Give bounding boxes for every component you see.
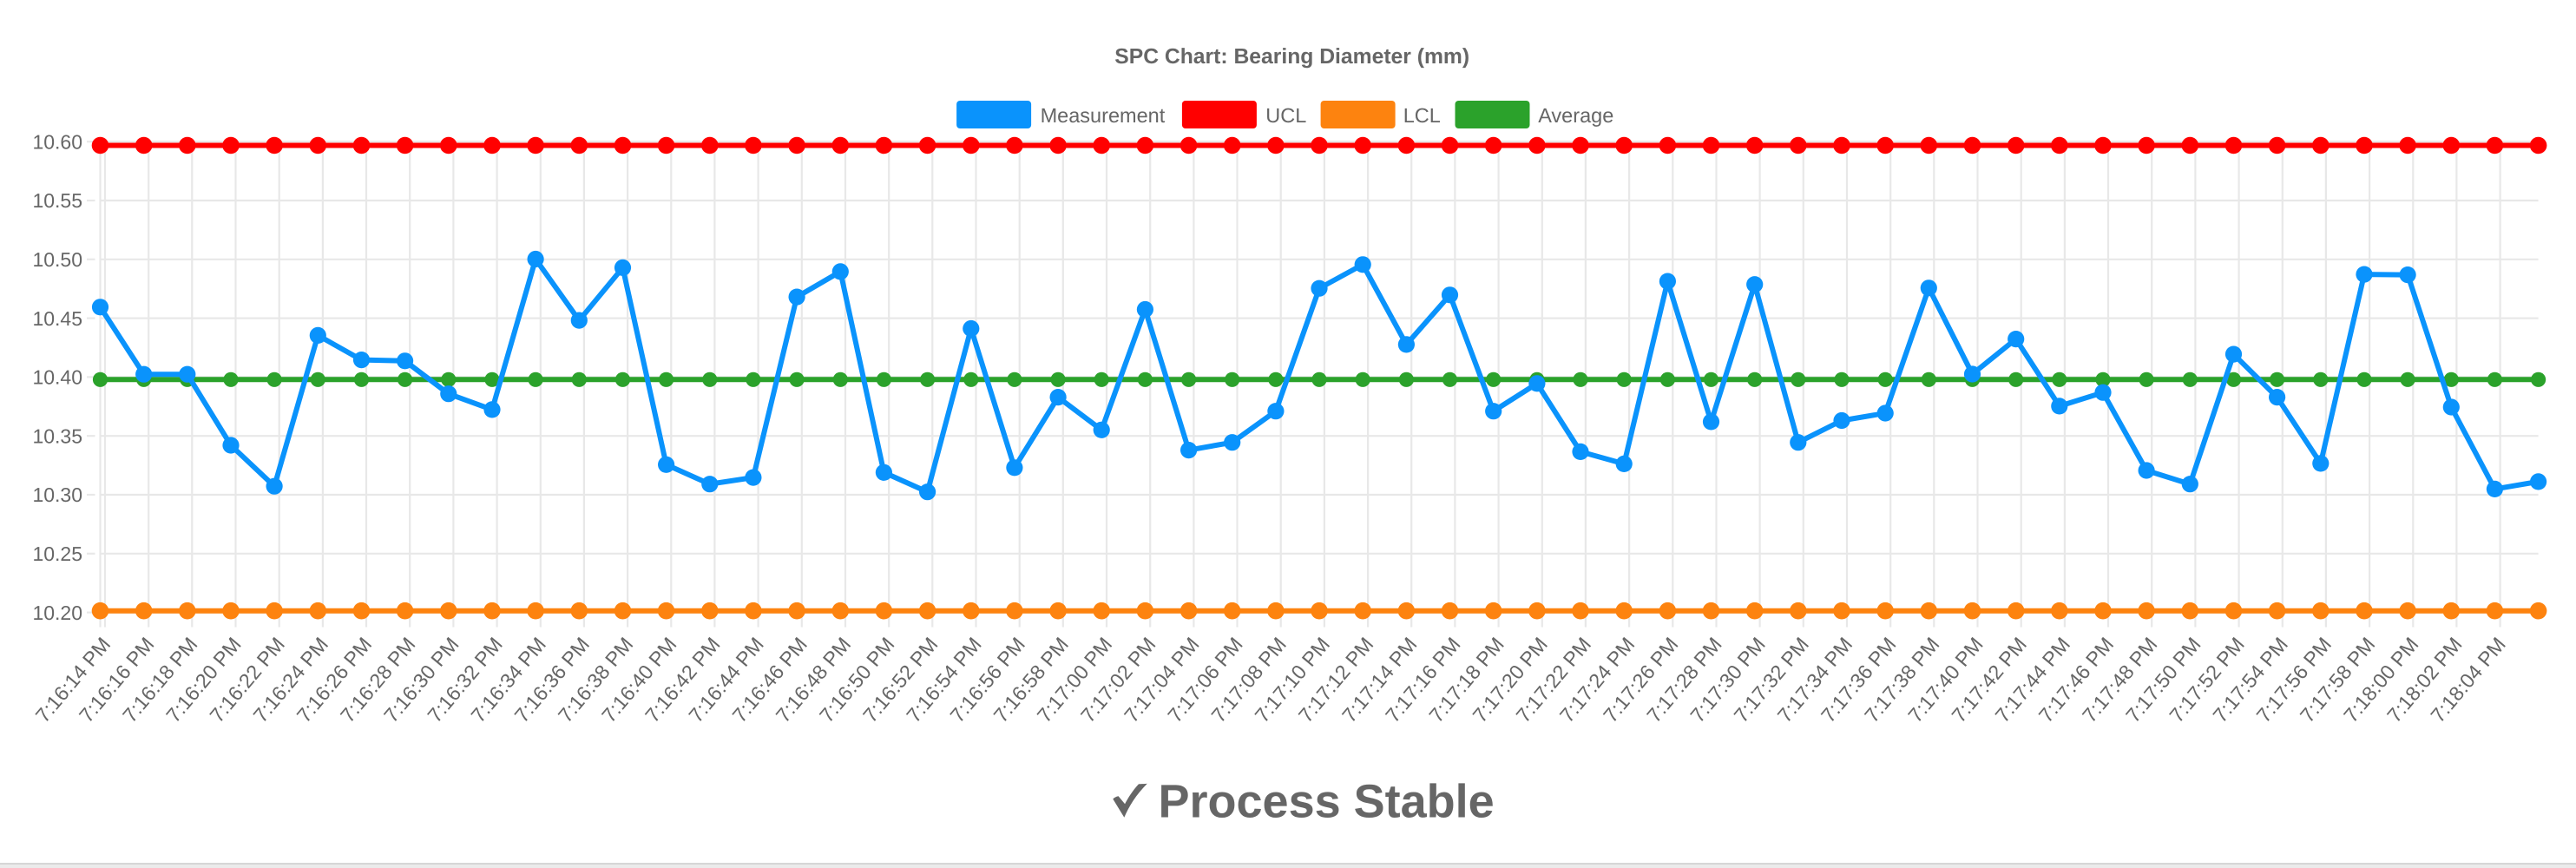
- svg-text:Process Stable: Process Stable: [1159, 776, 1495, 828]
- svg-text:UCL: UCL: [1265, 104, 1306, 127]
- svg-text:10.50: 10.50: [32, 248, 82, 271]
- svg-text:Measurement: Measurement: [1041, 104, 1166, 127]
- svg-text:LCL: LCL: [1403, 104, 1441, 127]
- svg-text:10.30: 10.30: [32, 483, 82, 506]
- svg-text:10.55: 10.55: [32, 189, 82, 212]
- svg-text:10.45: 10.45: [32, 307, 82, 330]
- svg-text:SPC Chart: Bearing Diameter (m: SPC Chart: Bearing Diameter (mm): [1114, 45, 1469, 69]
- svg-text:Average: Average: [1538, 104, 1613, 127]
- svg-text:10.40: 10.40: [32, 366, 82, 389]
- svg-text:10.25: 10.25: [32, 542, 82, 565]
- svg-text:10.35: 10.35: [32, 424, 82, 447]
- svg-text:10.20: 10.20: [32, 602, 82, 624]
- svg-text:10.60: 10.60: [32, 130, 82, 153]
